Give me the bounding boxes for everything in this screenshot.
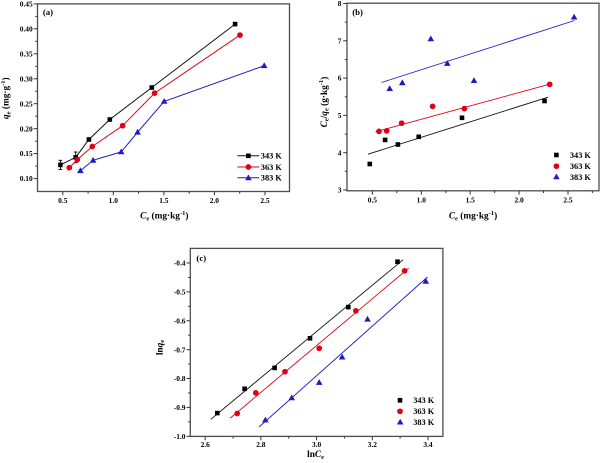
svg-text:2.0: 2.0	[210, 196, 220, 205]
svg-text:5: 5	[338, 111, 342, 120]
svg-text:383 K: 383 K	[413, 418, 435, 427]
svg-text:2.6: 2.6	[201, 440, 211, 449]
svg-text:-1.0: -1.0	[174, 432, 186, 441]
svg-text:0.15: 0.15	[20, 149, 33, 158]
svg-text:0.25: 0.25	[20, 99, 33, 108]
svg-text:7: 7	[338, 36, 342, 45]
svg-text:1.5: 1.5	[466, 195, 476, 204]
svg-text:2.8: 2.8	[256, 440, 266, 449]
svg-text:363 K: 363 K	[413, 407, 435, 416]
svg-text:363 K: 363 K	[570, 162, 592, 171]
svg-text:-0.6: -0.6	[174, 316, 186, 325]
svg-text:Ce (mg·kg-1): Ce (mg·kg-1)	[140, 210, 188, 223]
svg-text:343 K: 343 K	[413, 396, 435, 405]
svg-text:0.35: 0.35	[20, 49, 33, 58]
svg-text:0.5: 0.5	[368, 195, 378, 204]
svg-text:0.45: 0.45	[20, 0, 33, 9]
svg-text:4: 4	[338, 148, 342, 157]
svg-text:(a): (a)	[43, 7, 53, 17]
svg-text:Ce/qe (g·kg-1): Ce/qe (g·kg-1)	[318, 77, 331, 128]
svg-text:(c): (c)	[196, 253, 206, 263]
svg-text:343 K: 343 K	[570, 151, 592, 160]
svg-text:lnqe: lnqe	[155, 340, 166, 355]
svg-text:383 K: 383 K	[261, 174, 283, 183]
svg-text:2.0: 2.0	[514, 195, 524, 204]
svg-text:0.20: 0.20	[20, 124, 33, 133]
svg-text:8: 8	[338, 0, 342, 8]
svg-text:3.4: 3.4	[423, 440, 433, 449]
svg-text:3.2: 3.2	[368, 440, 378, 449]
svg-text:1.0: 1.0	[417, 195, 427, 204]
svg-text:3.0: 3.0	[312, 440, 322, 449]
svg-text:6: 6	[338, 74, 342, 83]
svg-text:1.5: 1.5	[159, 196, 169, 205]
svg-text:2.5: 2.5	[260, 196, 270, 205]
svg-text:-0.5: -0.5	[174, 288, 186, 297]
svg-text:383 K: 383 K	[570, 173, 592, 182]
svg-text:-0.4: -0.4	[174, 259, 186, 268]
svg-text:-0.7: -0.7	[174, 345, 186, 354]
svg-text:qe (mg·g-1): qe (mg·g-1)	[0, 77, 13, 119]
svg-text:0.40: 0.40	[20, 24, 33, 33]
svg-text:-0.8: -0.8	[174, 374, 186, 383]
svg-text:363 K: 363 K	[261, 163, 283, 172]
svg-text:3: 3	[338, 186, 342, 195]
svg-text:343 K: 343 K	[261, 152, 283, 161]
svg-text:1.0: 1.0	[109, 196, 119, 205]
svg-text:Ce (mg·kg-1): Ce (mg·kg-1)	[449, 210, 497, 223]
svg-text:(b): (b)	[352, 7, 363, 17]
svg-text:0.10: 0.10	[20, 174, 33, 183]
svg-text:lnCe: lnCe	[307, 450, 324, 461]
svg-text:0.5: 0.5	[58, 196, 68, 205]
svg-text:2.5: 2.5	[563, 195, 573, 204]
svg-text:-0.9: -0.9	[174, 403, 186, 412]
svg-text:0.30: 0.30	[20, 74, 33, 83]
